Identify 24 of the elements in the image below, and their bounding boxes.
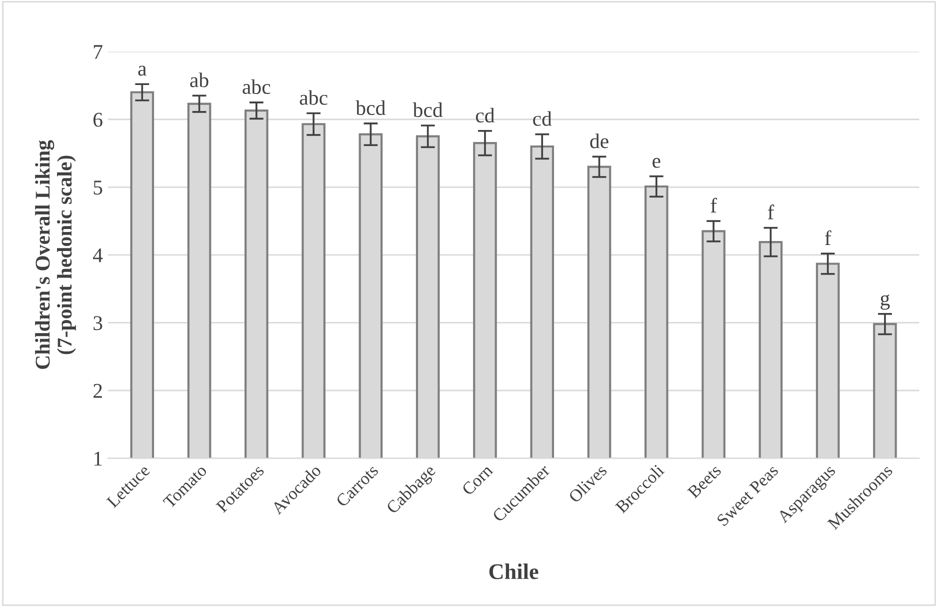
y-tick-label: 1	[94, 452, 102, 466]
annotation: f	[824, 230, 832, 245]
y-tick-label: 7	[94, 45, 102, 59]
x-axis-title: Chile	[489, 563, 538, 580]
y-tick-label: 3	[94, 316, 102, 330]
annotation: abc	[242, 79, 270, 94]
annotation: cd	[476, 108, 495, 122]
annotation: f	[768, 204, 774, 220]
y-axis-title: Children's Overall Liking (7-point hedonic scale)	[35, 140, 76, 369]
y-tick-label: 6	[93, 112, 102, 127]
y-tick-label: 2	[94, 384, 102, 398]
y-tick-label: 4	[93, 248, 103, 262]
y-tick-label: 5	[94, 180, 102, 195]
annotation: bcd	[356, 100, 386, 116]
annotation: abc	[300, 90, 328, 105]
annotation: e	[652, 158, 660, 168]
annotation: cd	[533, 111, 552, 126]
annotation: bcd	[412, 102, 443, 118]
annotation: f	[710, 198, 718, 212]
annotation: ab	[190, 72, 208, 88]
annotation: a	[138, 66, 146, 76]
x-tick-label: Corn	[461, 464, 494, 496]
annotation: g	[880, 294, 890, 310]
annotation: de	[590, 134, 608, 148]
